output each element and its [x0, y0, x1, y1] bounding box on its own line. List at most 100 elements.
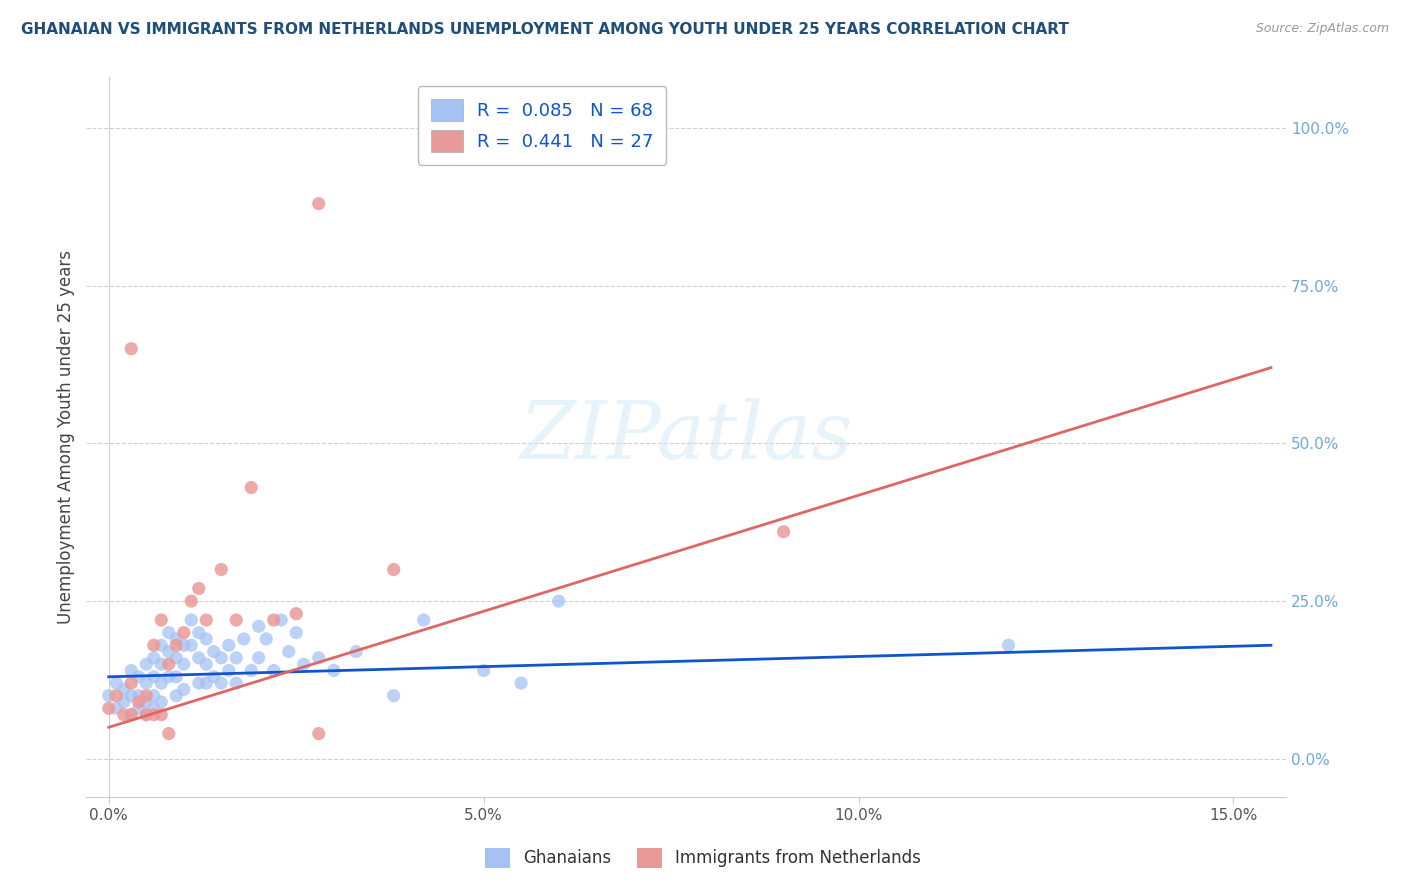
Point [120, 707, 142, 722]
Point [187, 625, 209, 640]
Point [97, 701, 120, 715]
Point [344, 644, 367, 658]
Point [157, 644, 180, 658]
Point [218, 638, 240, 652]
Point [142, 689, 165, 703]
Point [232, 632, 254, 646]
Point [285, 607, 308, 621]
Point [270, 613, 292, 627]
Point [150, 613, 173, 627]
Point [142, 707, 165, 722]
Point [120, 664, 142, 678]
Point [247, 651, 270, 665]
Point [120, 676, 142, 690]
Point [180, 638, 202, 652]
Text: ZIPatlas: ZIPatlas [519, 399, 853, 475]
Point [112, 695, 135, 709]
Point [112, 682, 135, 697]
Point [105, 689, 128, 703]
Point [472, 664, 495, 678]
Text: GHANAIAN VS IMMIGRANTS FROM NETHERLANDS UNEMPLOYMENT AMONG YOUTH UNDER 25 YEARS : GHANAIAN VS IMMIGRANTS FROM NETHERLANDS … [21, 22, 1069, 37]
Point [165, 689, 187, 703]
Point [157, 625, 180, 640]
Point [772, 524, 794, 539]
Point [128, 670, 150, 684]
Point [135, 707, 157, 722]
Point [277, 644, 299, 658]
Point [135, 676, 157, 690]
Point [254, 632, 277, 646]
Point [510, 676, 533, 690]
Point [173, 638, 195, 652]
Point [150, 676, 173, 690]
Point [112, 707, 135, 722]
Point [285, 625, 308, 640]
Point [150, 695, 173, 709]
Point [128, 695, 150, 709]
Point [412, 613, 434, 627]
Point [97, 689, 120, 703]
Point [240, 664, 263, 678]
Point [180, 594, 202, 608]
Point [142, 638, 165, 652]
Point [247, 619, 270, 633]
Point [997, 638, 1019, 652]
Point [157, 670, 180, 684]
Point [105, 701, 128, 715]
Point [180, 613, 202, 627]
Point [209, 651, 232, 665]
Point [128, 689, 150, 703]
Point [225, 651, 247, 665]
Point [105, 676, 128, 690]
Point [195, 613, 218, 627]
Point [209, 676, 232, 690]
Point [263, 613, 285, 627]
Point [173, 625, 195, 640]
Point [225, 613, 247, 627]
Point [165, 670, 187, 684]
Point [209, 563, 232, 577]
Point [135, 657, 157, 672]
Y-axis label: Unemployment Among Youth under 25 years: Unemployment Among Youth under 25 years [58, 250, 75, 624]
Point [150, 638, 173, 652]
Point [142, 651, 165, 665]
Point [382, 563, 405, 577]
Point [135, 689, 157, 703]
Point [195, 657, 218, 672]
Point [135, 695, 157, 709]
Point [157, 726, 180, 740]
Point [382, 689, 405, 703]
Point [142, 701, 165, 715]
Point [150, 657, 173, 672]
Point [187, 582, 209, 596]
Point [187, 651, 209, 665]
Point [202, 644, 225, 658]
Point [173, 682, 195, 697]
Point [128, 701, 150, 715]
Point [150, 707, 173, 722]
Point [135, 707, 157, 722]
Point [308, 196, 330, 211]
Point [292, 657, 315, 672]
Point [195, 676, 218, 690]
Point [187, 676, 209, 690]
Legend: Ghanaians, Immigrants from Netherlands: Ghanaians, Immigrants from Netherlands [478, 841, 928, 875]
Point [218, 664, 240, 678]
Point [202, 670, 225, 684]
Point [120, 707, 142, 722]
Legend: R =  0.085   N = 68, R =  0.441   N = 27: R = 0.085 N = 68, R = 0.441 N = 27 [418, 87, 666, 165]
Point [120, 342, 142, 356]
Point [225, 676, 247, 690]
Point [547, 594, 569, 608]
Point [240, 481, 263, 495]
Point [165, 638, 187, 652]
Point [142, 670, 165, 684]
Point [165, 651, 187, 665]
Point [165, 632, 187, 646]
Point [173, 657, 195, 672]
Point [157, 657, 180, 672]
Point [120, 689, 142, 703]
Point [308, 651, 330, 665]
Point [322, 664, 344, 678]
Point [195, 632, 218, 646]
